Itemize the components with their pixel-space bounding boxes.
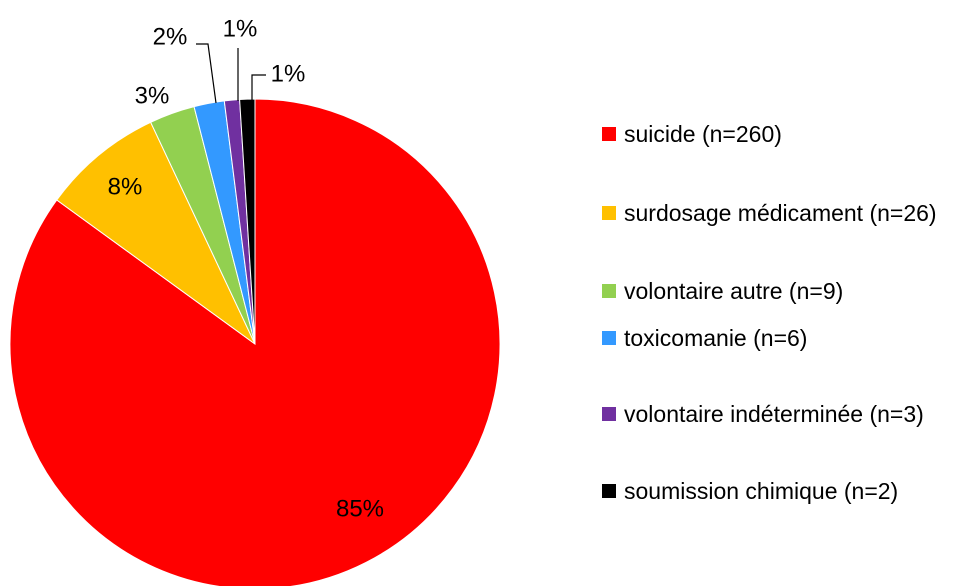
legend-entry: volontaire autre (n=9): [602, 275, 958, 307]
data-label: 85%: [336, 495, 384, 522]
pie-slice: [56, 121, 256, 345]
data-label: 3%: [135, 82, 170, 109]
pie-slice: [9, 98, 501, 586]
legend-label: soumission chimique (n=2): [624, 478, 899, 504]
data-label: 2%: [153, 23, 188, 50]
legend-swatch: [602, 127, 616, 141]
data-label: 8%: [108, 173, 143, 200]
legend-label: toxicomanie (n=6): [624, 325, 808, 351]
legend-entry: suicide (n=260): [602, 118, 958, 150]
legend-label: suicide (n=260): [624, 121, 782, 147]
legend-swatch: [602, 484, 616, 498]
leader-line: [251, 74, 266, 100]
legend-label: surdosage médicament (n=26): [624, 200, 937, 226]
legend-entry: soumission chimique (n=2): [602, 475, 958, 507]
legend-entry: surdosage médicament (n=26): [602, 197, 958, 229]
legend-label: volontaire autre (n=9): [624, 278, 844, 304]
legend-swatch: [602, 206, 616, 220]
legend-label: volontaire indéterminée (n=3): [624, 401, 924, 427]
data-label: 1%: [271, 60, 306, 87]
leader-line: [196, 43, 217, 104]
legend-swatch: [602, 284, 616, 298]
legend-entry: toxicomanie (n=6): [602, 322, 958, 354]
legend-entry: volontaire indéterminée (n=3): [602, 398, 958, 430]
pie-slice: [239, 98, 256, 345]
data-label: 1%: [223, 15, 258, 42]
legend-swatch: [602, 407, 616, 421]
legend-swatch: [602, 331, 616, 345]
